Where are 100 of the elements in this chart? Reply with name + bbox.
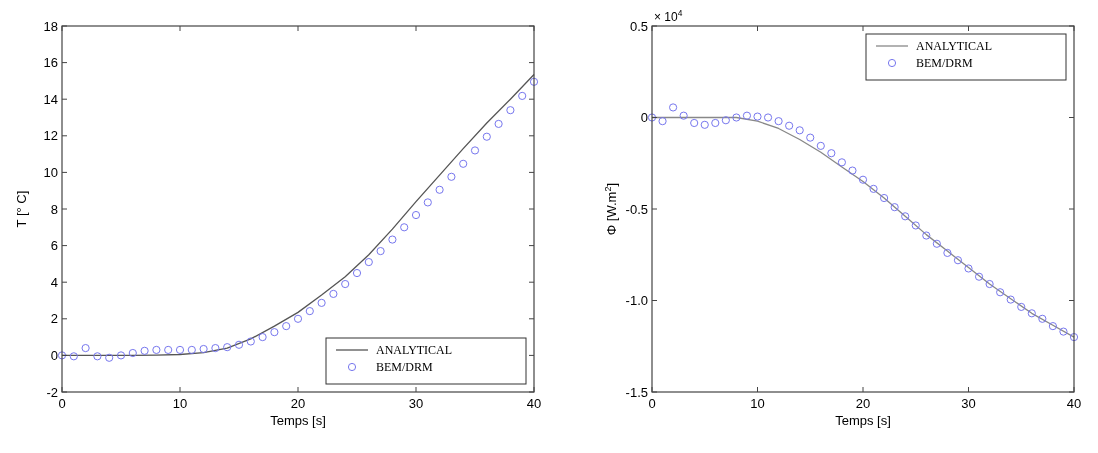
legend-label: BEM/DRM: [376, 360, 434, 374]
point: [669, 103, 678, 112]
point: [447, 172, 456, 181]
point: [880, 193, 889, 203]
point: [848, 166, 857, 175]
point: [1048, 322, 1057, 331]
point: [943, 248, 952, 258]
point: [352, 268, 362, 278]
x-tick-label: 40: [526, 396, 542, 411]
point: [795, 126, 804, 135]
point: [329, 289, 338, 299]
point: [974, 272, 984, 281]
text: × 10$^{4}$: [654, 8, 683, 24]
point: [806, 133, 815, 142]
point: [774, 117, 783, 126]
point: [901, 212, 910, 221]
point: [763, 113, 773, 122]
point: [1017, 302, 1026, 312]
point: [116, 351, 126, 360]
point: [911, 221, 920, 230]
point: [837, 158, 846, 167]
x-tick-label: 20: [855, 396, 871, 411]
point: [317, 298, 326, 307]
point: [411, 210, 421, 220]
point: [246, 337, 255, 346]
point: [57, 351, 67, 360]
x-tick-label: 30: [961, 396, 976, 411]
point: [435, 185, 444, 194]
y-tick-label: 16: [43, 55, 58, 71]
point: [932, 239, 941, 248]
point: [996, 288, 1005, 297]
point: [816, 141, 825, 150]
y-tick-label: 12: [43, 128, 58, 144]
point: [305, 307, 314, 316]
point: [258, 333, 267, 342]
point: [827, 149, 836, 158]
legend-label: ANALYTICAL: [376, 343, 453, 357]
y-tick-label: 8: [50, 201, 58, 217]
point: [785, 121, 794, 130]
y-tick-label: 6: [50, 238, 58, 254]
y-tick-label: 2: [50, 311, 58, 327]
y-axis-title: T [° C]: [14, 190, 29, 228]
point: [69, 352, 78, 361]
y-tick-label: 0: [50, 347, 58, 363]
y-tick-label: 10: [43, 164, 58, 180]
point: [470, 146, 480, 155]
point: [700, 120, 709, 129]
point: [211, 343, 220, 353]
point: [869, 184, 878, 193]
point: [128, 348, 137, 358]
point: [105, 353, 114, 362]
y-tick-label: 4: [50, 274, 58, 290]
point: [187, 345, 196, 355]
y-tick-label: -2: [46, 384, 58, 400]
point: [985, 279, 994, 289]
point: [690, 118, 699, 128]
point: [175, 345, 185, 355]
point: [922, 231, 931, 240]
point: [270, 328, 279, 337]
point: [679, 111, 688, 120]
x-tick-label: 10: [750, 396, 765, 411]
point: [152, 345, 161, 355]
legend-label: ANALYTICAL: [916, 39, 993, 53]
y-tick-label: 18: [43, 18, 58, 34]
point: [732, 113, 741, 122]
point: [400, 223, 409, 232]
x-axis-title: Temps [s]: [835, 413, 891, 428]
x-axis-title: Temps [s]: [270, 413, 326, 428]
point: [518, 91, 527, 101]
point: [1038, 314, 1047, 323]
point: [140, 346, 149, 355]
point: [376, 246, 385, 256]
point: [1006, 295, 1015, 304]
point: [721, 116, 730, 125]
y-tick-label: -0.5: [625, 201, 648, 217]
point: [341, 279, 350, 289]
point: [81, 343, 90, 353]
legend-label: BEM/DRM: [916, 56, 974, 70]
point: [482, 132, 491, 141]
point: [282, 322, 291, 331]
point: [423, 198, 432, 207]
point: [388, 235, 397, 244]
point: [1027, 309, 1036, 318]
point: [364, 257, 373, 267]
point: [964, 264, 973, 273]
point: [199, 344, 208, 354]
point: [459, 159, 468, 168]
point: [658, 117, 667, 126]
point: [742, 111, 752, 120]
y-tick-label: 0.5: [629, 18, 648, 34]
point: [890, 203, 899, 212]
point: [1069, 333, 1079, 342]
x-tick-label: 20: [290, 396, 306, 411]
point: [529, 77, 539, 86]
point: [506, 106, 515, 115]
y-tick-label: -1.0: [625, 293, 648, 308]
point: [234, 340, 244, 349]
point: [93, 352, 102, 361]
point: [858, 175, 868, 184]
point: [223, 343, 232, 352]
